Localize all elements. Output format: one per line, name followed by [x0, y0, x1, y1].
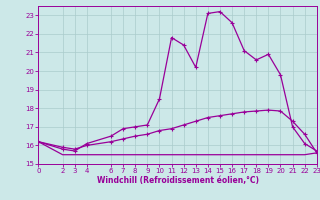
X-axis label: Windchill (Refroidissement éolien,°C): Windchill (Refroidissement éolien,°C) — [97, 176, 259, 185]
